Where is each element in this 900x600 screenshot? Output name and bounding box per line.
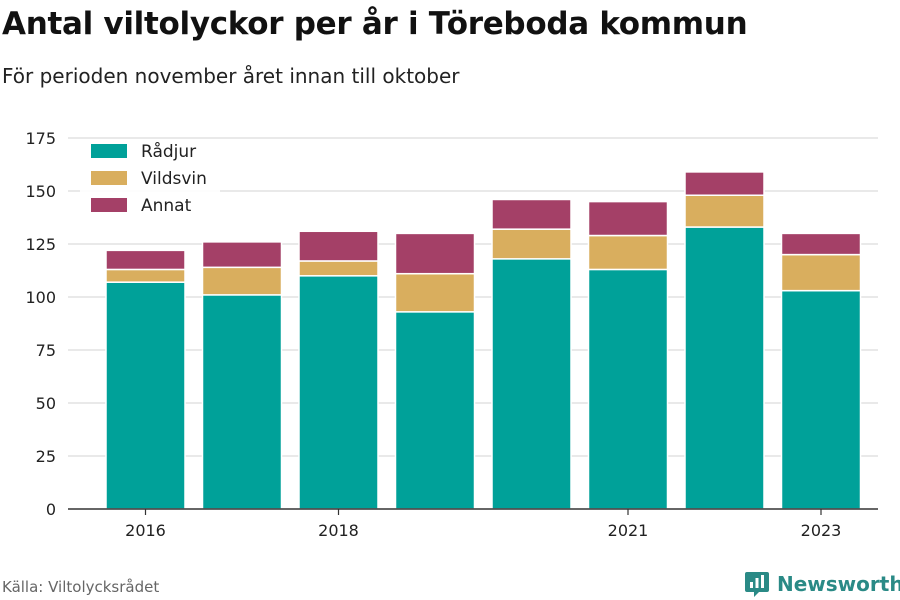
newsworthy-logo-icon (744, 570, 770, 598)
x-tick-label: 2023 (801, 521, 842, 540)
legend-label: Vildsvin (141, 169, 207, 189)
brand-logo: Newsworthy (744, 569, 900, 599)
legend-swatch (91, 144, 127, 158)
bar-segment (685, 195, 764, 227)
bar-segment (396, 312, 475, 509)
stacked-bar-chart: 0 25 50 75 100 125 150 175 2016 2018 2021 2023 Rådju… (0, 0, 900, 600)
bar-segment (492, 229, 571, 259)
bar-segment (782, 291, 861, 509)
bar-segment (203, 267, 282, 295)
bar-segment (203, 295, 282, 509)
bar-segment (396, 274, 475, 312)
bar-segment (685, 227, 764, 509)
y-tick-label: 0 (46, 500, 56, 519)
bar-segment (589, 202, 668, 236)
bar-segment (203, 242, 282, 267)
legend-label: Annat (141, 196, 192, 216)
y-tick-label: 100 (25, 288, 56, 307)
y-tick-label: 50 (36, 394, 56, 413)
bar-segment (589, 269, 668, 509)
legend-label: Rådjur (141, 141, 196, 162)
bar-segment (106, 250, 185, 269)
bar-segment (106, 269, 185, 282)
bar-segment (782, 255, 861, 291)
legend: Rådjur Vildsvin Annat (80, 139, 220, 221)
x-tick-label: 2018 (318, 521, 359, 540)
y-tick-label: 75 (36, 341, 56, 360)
y-tick-label: 25 (36, 447, 56, 466)
bar-segment (396, 233, 475, 273)
y-tick-label: 125 (25, 235, 56, 254)
legend-swatch (91, 171, 127, 185)
brand-name: Newsworthy (777, 572, 900, 596)
y-tick-label: 150 (25, 182, 56, 201)
bar-segment (589, 236, 668, 270)
bar-segment (685, 172, 764, 195)
bar-segment (492, 259, 571, 509)
x-tick-label: 2016 (125, 521, 166, 540)
bar-segment (492, 199, 571, 229)
bar-segment (299, 261, 378, 276)
bar-segment (299, 231, 378, 261)
source-note: Källa: Viltolycksrådet (2, 578, 159, 596)
bar-segment (299, 276, 378, 509)
legend-swatch (91, 198, 127, 212)
y-tick-label: 175 (25, 129, 56, 148)
x-tick-label: 2021 (608, 521, 649, 540)
bar-segment (106, 282, 185, 509)
bar-segment (782, 233, 861, 254)
